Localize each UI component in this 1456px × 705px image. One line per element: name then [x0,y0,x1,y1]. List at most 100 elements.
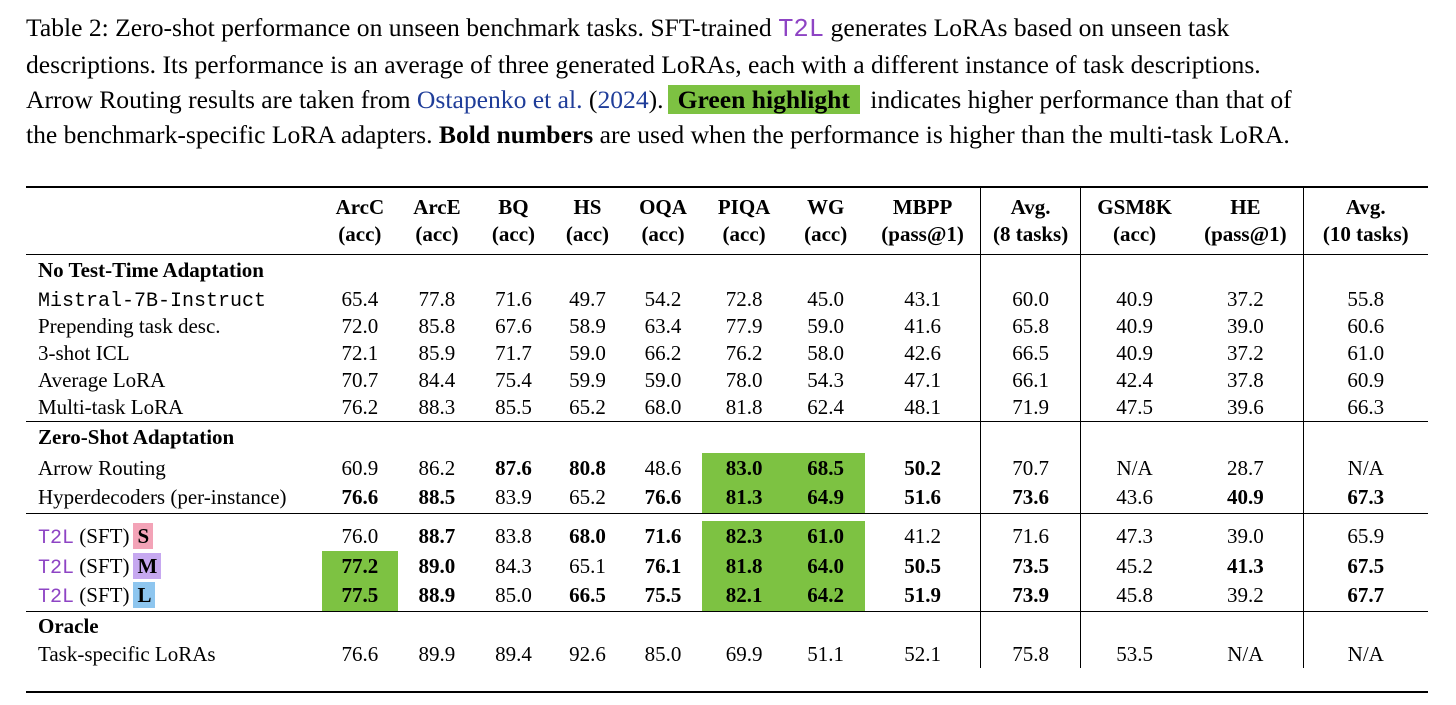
table-row: Prepending task desc. 72.0 85.8 67.6 58.9 63.… [26,313,1428,340]
caption-line-3: Arrow Routing results are taken from Ost… [26,82,1436,117]
row-label: T2L (SFT) L [26,581,322,611]
t2l-name: T2L [38,556,75,580]
table-cell: 65.9 [1302,521,1428,551]
table-cell: 83.8 [495,523,532,548]
table-cell: 61.0 [1302,340,1428,367]
table-cell: 77.5 [322,581,398,611]
table-cell: 60.9 [1302,367,1428,394]
table-cell: 66.1 [980,367,1081,394]
table-cell: 65.2 [569,394,606,419]
table-cell: 37.2 [1226,341,1264,365]
table-cell: 68.0 [569,523,606,548]
header-empty [26,188,322,254]
table-cell: 53.5 [1079,641,1189,668]
table-cell: 72.0 [341,314,379,338]
table-cell: 76.6 [341,642,379,666]
table-cell: 83.0 [701,453,787,483]
table-cell: 54.3 [807,368,845,392]
table-cell: 48.6 [644,455,682,480]
citation-link[interactable]: Ostapenko et al. [416,85,583,114]
table-caption: Table 2: Zero-shot performance on unseen… [26,10,1436,152]
table-row: Task-specific LoRAs 76.6 89.9 89.4 92.6 85.0 6… [26,641,1428,668]
table-cell: 64.0 [786,551,865,581]
table-cell: 67.3 [1302,483,1428,513]
table-cell: 75.4 [495,368,532,392]
table-cell: 82.1 [701,581,787,611]
t2l-name: T2L [38,586,75,610]
table-cell: 41.6 [904,314,941,338]
row-label-text: Arrow Routing [38,455,166,480]
table-cell: 59.9 [569,368,606,392]
table-cell: 85.5 [495,394,532,419]
row-label-suffix: (SFT) [74,583,130,608]
bottom-rule [26,691,1428,693]
table-cell: 67.7 [1302,581,1428,611]
table-cell: 60.9 [341,455,379,480]
row-label: Task-specific LoRAs [26,641,322,668]
table-cell: 42.4 [1079,367,1189,394]
table-cell: 84.4 [418,368,456,392]
table-cell: 60.6 [1302,313,1428,340]
table-cell: 72.1 [341,341,379,365]
group-row: Oracle [26,610,1428,641]
table-cell: 58.0 [807,341,845,365]
header-hs: HS (acc) [565,194,610,246]
table-cell: 45.2 [1079,551,1189,581]
table-cell: 59.0 [569,341,606,365]
table-cell: 71.6 [495,287,532,311]
table-cell: 45.0 [807,287,845,311]
table-cell: 81.8 [701,551,787,581]
table-cell: 41.3 [1226,553,1264,578]
group-row: No Test-Time Adaptation [26,253,1428,286]
header-gsm8k: GSM8K (acc) [1079,188,1189,254]
header-oqa: OQA (acc) [639,194,687,246]
table-cell: 88.3 [418,394,456,419]
header-piqa: PIQA (acc) [717,194,771,246]
table-cell: 66.2 [644,341,682,365]
size-badge: L [133,582,156,609]
caption-text: Table 2: Zero-shot performance on unseen… [26,13,779,42]
header-arce: ArcE (acc) [413,194,461,246]
table-cell: 68.0 [644,394,682,419]
table-cell: 71.6 [644,523,682,548]
size-badge: M [133,552,162,579]
row-label-text: Mistral-7B-Instruct [38,289,267,313]
table-cell: 66.5 [980,340,1081,367]
table-cell: 43.6 [1079,483,1189,513]
table-cell: 41.2 [904,523,941,548]
table-cell: 58.9 [569,314,606,338]
table-cell: 73.6 [980,483,1081,513]
table-cell: N/A [1302,453,1428,483]
table-cell: 68.5 [786,453,865,483]
table-cell: 70.7 [341,368,379,392]
table-cell: 50.5 [904,553,941,578]
citation-year-link[interactable]: 2024 [597,85,649,114]
table-cell: 65.4 [341,287,379,311]
table-row: Hyperdecoders (per-instance) 76.6 88.5 83.9… [26,483,1428,513]
table-row: Average LoRA 70.7 84.4 75.4 59.9 59.0 78.0 54.3… [26,367,1428,394]
table-row: T2L (SFT) M 77.2 89.0 84.3 65.1 76.1 81.8 64.0 50… [26,551,1428,581]
table-cell: 88.9 [418,583,456,608]
row-label: Multi-task LoRA [26,394,322,421]
table-cell: 45.8 [1079,581,1189,611]
table-cell: 62.4 [807,394,845,419]
green-highlight-legend: Green highlight [667,85,860,114]
table-cell: 84.3 [495,553,532,578]
table-cell: 77.8 [418,287,456,311]
header-bq: BQ (acc) [491,194,536,246]
table-cell: 88.5 [418,485,456,510]
caption-text: Arrow Routing results are taken from [26,85,417,114]
row-label-text: Prepending task desc. [38,314,221,338]
table-cell: 73.9 [980,581,1081,611]
table-cell: 37.2 [1226,287,1264,311]
row-label-text: Average LoRA [38,368,166,392]
table-cell: 77.9 [725,314,763,338]
table-cell: 60.0 [980,286,1081,313]
table-row: Mistral-7B-Instruct 65.4 77.8 71.6 49.7 54.2 7… [26,286,1428,313]
table-cell: 47.1 [904,368,941,392]
table-cell: 39.0 [1226,523,1264,548]
table-cell: 39.0 [1226,314,1264,338]
size-badge: S [133,522,154,549]
table-cell: 42.6 [904,341,941,365]
table-cell: 47.5 [1079,394,1189,421]
